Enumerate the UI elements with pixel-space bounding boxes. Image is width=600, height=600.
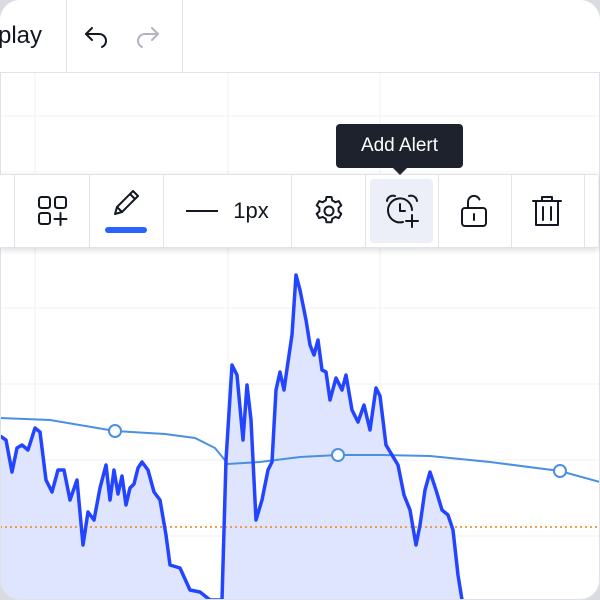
price-chart[interactable] bbox=[0, 73, 600, 600]
templates-button[interactable] bbox=[24, 179, 82, 243]
toolbar-divider bbox=[511, 175, 512, 247]
alarm-clock-plus-icon bbox=[385, 194, 419, 228]
gear-icon bbox=[315, 196, 343, 224]
delete-button[interactable] bbox=[517, 179, 577, 243]
line-color-swatch bbox=[105, 227, 147, 233]
trash-icon bbox=[532, 196, 562, 226]
indicator-anchor-point[interactable] bbox=[553, 464, 567, 478]
toolbar-divider bbox=[584, 175, 585, 247]
top-toolbar: play bbox=[0, 0, 600, 73]
line-style-icon bbox=[186, 210, 219, 212]
line-width-button[interactable]: 1px bbox=[170, 179, 284, 243]
toolbar-divider bbox=[89, 175, 90, 247]
toolbar-divider bbox=[163, 175, 164, 247]
price-area-fill bbox=[0, 275, 462, 600]
tooltip-arrow bbox=[392, 167, 408, 175]
indicator-line[interactable] bbox=[0, 417, 600, 483]
undo-icon bbox=[85, 27, 108, 48]
add-alert-button[interactable] bbox=[370, 179, 433, 243]
redo-button[interactable] bbox=[130, 18, 166, 54]
indicator-anchor-point[interactable] bbox=[331, 448, 345, 462]
toolbar-divider bbox=[66, 0, 67, 72]
unlock-icon bbox=[461, 194, 487, 227]
drawing-toolbar: 1px bbox=[0, 174, 598, 248]
lock-button[interactable] bbox=[444, 179, 504, 243]
settings-button[interactable] bbox=[298, 179, 360, 243]
toolbar-divider bbox=[14, 175, 15, 247]
toolbar-divider bbox=[182, 0, 183, 72]
pencil-icon bbox=[114, 190, 139, 215]
toolbar-divider bbox=[365, 175, 366, 247]
undo-button[interactable] bbox=[78, 18, 114, 54]
line-width-label: 1px bbox=[233, 198, 269, 223]
templates-icon bbox=[38, 196, 68, 226]
replay-button[interactable]: play bbox=[0, 22, 43, 49]
redo-icon bbox=[136, 27, 159, 48]
line-color-button[interactable] bbox=[96, 179, 156, 243]
indicator-anchor-point[interactable] bbox=[108, 424, 122, 438]
price-line[interactable] bbox=[0, 273, 464, 600]
chart-area[interactable] bbox=[0, 73, 600, 600]
toolbar-divider bbox=[438, 175, 439, 247]
toolbar-divider bbox=[291, 175, 292, 247]
add-alert-tooltip: Add Alert bbox=[336, 124, 463, 168]
